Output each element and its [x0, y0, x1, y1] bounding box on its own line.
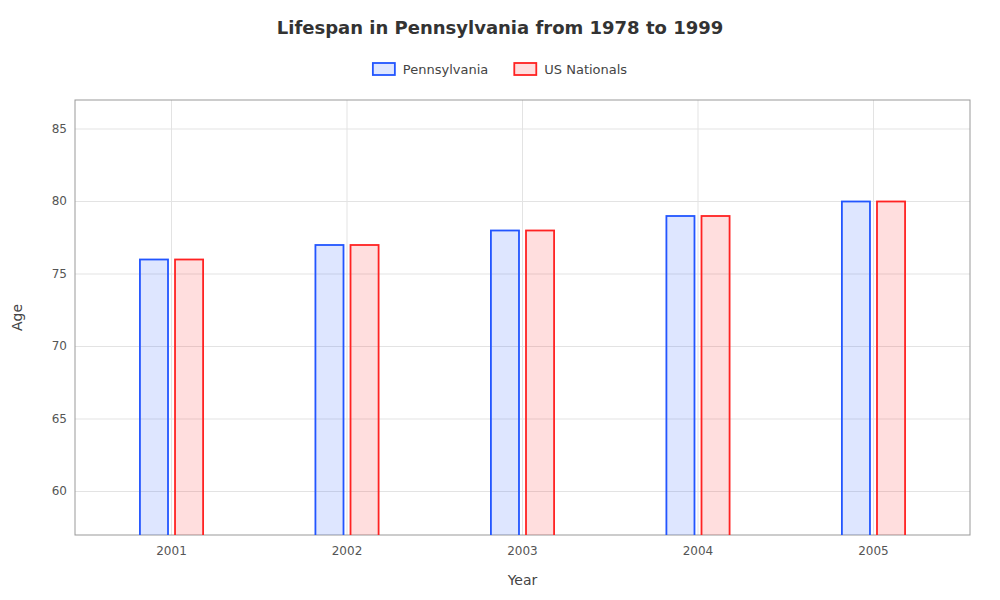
legend-item: US Nationals	[514, 62, 627, 77]
y-tick-label: 75	[52, 267, 67, 281]
x-tick-label: 2001	[156, 544, 187, 558]
y-tick-label: 80	[52, 194, 67, 208]
bar	[526, 231, 554, 536]
legend-swatch	[514, 63, 536, 75]
chart: 60 65 70 75 80 85 2001 2002 2003 2004 2005 Year Age L…	[0, 0, 1000, 600]
bar	[140, 260, 168, 536]
bar	[351, 245, 379, 535]
bar	[315, 245, 343, 535]
x-grid-line	[171, 100, 172, 535]
bar	[702, 216, 730, 535]
legend-swatch	[373, 63, 395, 75]
bar	[877, 202, 905, 536]
x-grid-line	[873, 100, 874, 535]
x-grid-line	[347, 100, 348, 535]
x-tick-label: 2005	[858, 544, 889, 558]
bar	[491, 231, 519, 536]
title: Lifespan in Pennsylvania from 1978 to 19…	[277, 17, 723, 38]
legend-label: US Nationals	[544, 62, 627, 77]
x-axis-label: Year	[507, 572, 538, 588]
y-tick-label: 70	[52, 339, 67, 353]
x-tick-label: 2003	[507, 544, 538, 558]
plot-frame	[75, 100, 970, 535]
bar	[175, 260, 203, 536]
legend-item: Pennsylvania	[373, 62, 488, 77]
y-tick-label: 60	[52, 484, 67, 498]
y-axis-label: Age	[9, 304, 25, 331]
x-tick-label: 2004	[683, 544, 714, 558]
legend-label: Pennsylvania	[403, 62, 488, 77]
legend: Pennsylvania US Nationals	[373, 62, 627, 77]
bar	[666, 216, 694, 535]
grid	[75, 100, 970, 535]
bars	[140, 202, 905, 536]
x-tick-label: 2002	[332, 544, 363, 558]
x-grid-line	[697, 100, 698, 535]
bar	[842, 202, 870, 536]
y-tick-label: 85	[52, 122, 67, 136]
x-grid-line	[522, 100, 523, 535]
y-tick-label: 65	[52, 412, 67, 426]
